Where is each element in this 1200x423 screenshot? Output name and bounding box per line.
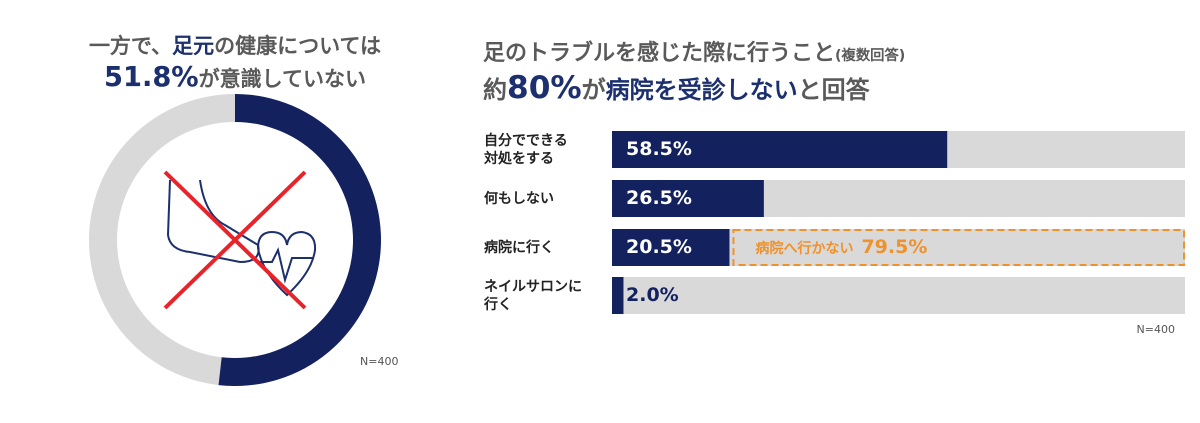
title-part: 約 <box>483 76 507 104</box>
bar <box>612 131 948 168</box>
category-label: 何もしない <box>484 190 554 207</box>
annotation-text: 病院へ行かない <box>755 241 854 257</box>
category-label: ネイルサロンに 行く <box>484 278 582 313</box>
annotation-label: 79.5% <box>861 236 928 258</box>
title-line: 51.8%が意識していない <box>104 62 366 93</box>
title-line: 足のトラブルを感じた際に行うこと(複数回答) <box>483 35 905 67</box>
donut-segment <box>88 93 235 386</box>
title-part: (複数回答) <box>835 48 906 64</box>
sample-note: N=400 <box>1136 323 1175 336</box>
title-part: 足元 <box>172 34 215 58</box>
title-part: が <box>581 76 606 104</box>
cross-mark <box>163 170 307 310</box>
title-part: 病院を受診しない <box>605 76 798 104</box>
category-label: 自分でできる 対処をする <box>484 132 568 167</box>
title-part: 一方で、 <box>88 34 173 58</box>
value-label: 2.0% <box>626 284 679 306</box>
value-label: 58.5% <box>626 138 692 160</box>
value-label: 20.5% <box>626 236 692 258</box>
annotation: 病院へ行かない 79.5% <box>755 229 927 268</box>
annotation-box <box>732 229 1186 266</box>
bar <box>612 277 624 314</box>
bar <box>612 229 730 266</box>
title-part: 足のトラブルを感じた際に行うこと <box>483 41 836 66</box>
donut-segment <box>218 94 381 386</box>
title-part: 80% <box>507 70 582 106</box>
category-label: 病院に行く <box>484 239 554 256</box>
sample-note: N=400 <box>360 355 399 368</box>
bar-track <box>612 277 1185 314</box>
title-part: が意識していない <box>198 67 367 91</box>
title-line: 一方で、足元の健康については <box>89 30 381 60</box>
title-part: 51.8% <box>103 62 199 93</box>
title-line: 約80%が病院を受診しないと回答 <box>483 70 870 106</box>
title-part: と回答 <box>797 76 870 104</box>
value-label: 26.5% <box>626 187 692 209</box>
bar <box>612 180 764 217</box>
title-part: の健康については <box>214 34 382 58</box>
